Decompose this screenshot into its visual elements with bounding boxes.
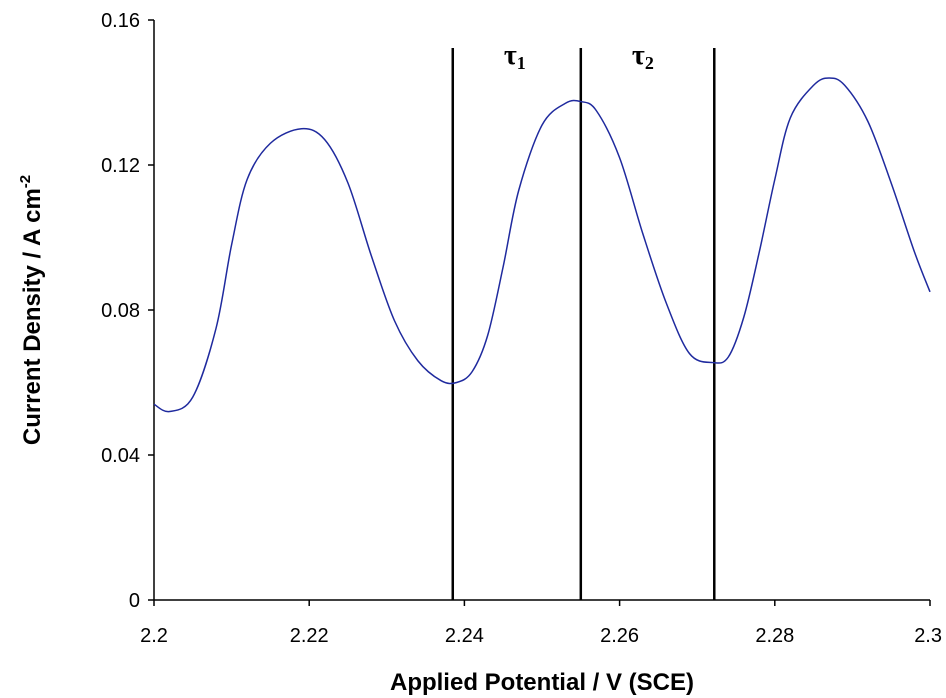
vertical-markers	[451, 48, 716, 600]
y-tick-label: 0.12	[101, 155, 140, 177]
x-tick-label: 2.24	[445, 625, 484, 647]
series-line	[153, 77, 931, 413]
x-axis-title: Applied Potential / V (SCE)	[390, 669, 694, 696]
x-tick-label: 2.22	[290, 625, 329, 647]
tau-subscript: 2	[645, 53, 654, 73]
x-tick-label: 2.2	[140, 625, 168, 647]
x-tick-label: 2.26	[600, 625, 639, 647]
x-ticks: 2.2 2.22 2.24 2.26 2.28 2.3	[140, 600, 942, 647]
y-ticks: 0 0.04 0.08 0.12 0.16	[101, 10, 154, 612]
y-axis-title-main: Current Density / A cm	[19, 188, 46, 445]
tau-2-label: τ2	[632, 40, 654, 73]
y-axis-title-superscript: -2	[17, 175, 34, 188]
tau-subscript: 1	[517, 53, 526, 73]
x-tick-label: 2.28	[755, 625, 794, 647]
y-tick-label: 0	[129, 590, 140, 612]
annotations: τ1 τ2	[504, 40, 654, 73]
tau-1-label: τ1	[504, 40, 526, 73]
y-axis-title: Current Density / A cm-2	[17, 175, 46, 445]
x-tick-label: 2.3	[914, 625, 942, 647]
tau-symbol: τ	[504, 40, 517, 71]
y-tick-label: 0.04	[101, 445, 140, 467]
y-tick-label: 0.08	[101, 300, 140, 322]
tau-symbol: τ	[632, 40, 645, 71]
y-tick-label: 0.16	[101, 10, 140, 32]
plot-frame	[153, 20, 930, 601]
